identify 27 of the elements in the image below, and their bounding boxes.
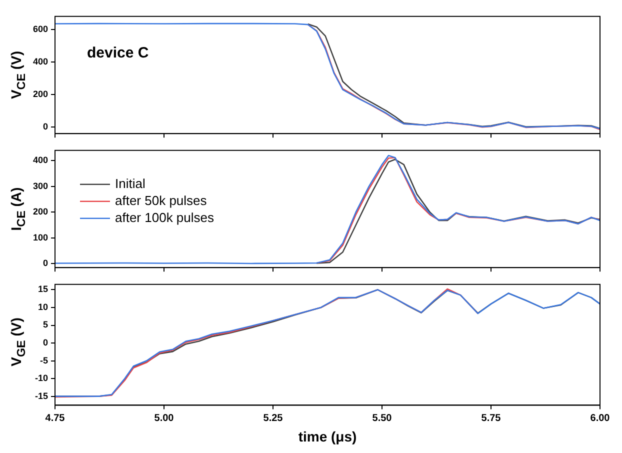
- y-tick-label: 600: [32, 24, 48, 34]
- y-tick-label: 15: [38, 284, 48, 294]
- y-tick-label: 400: [32, 155, 48, 166]
- y-tick-label: 100: [32, 232, 48, 242]
- y-tick-label: 5: [42, 320, 48, 330]
- y-tick-label: 0: [42, 122, 48, 132]
- legend-label: after 100k pulses: [115, 210, 215, 225]
- y-tick-label: 10: [38, 302, 48, 312]
- legend-label: Initial: [115, 176, 146, 191]
- y-tick-label: 200: [32, 206, 48, 217]
- x-tick-label: 5.75: [481, 412, 502, 424]
- annotation: device C: [87, 44, 149, 62]
- y-tick-label: 200: [32, 89, 48, 100]
- x-tick-label: 5.50: [372, 412, 392, 424]
- y-tick-label: 0: [42, 338, 48, 348]
- x-tick-label: 6.00: [590, 412, 610, 424]
- y-tick-label: -15: [34, 390, 48, 401]
- x-tick-label: 4.75: [45, 412, 66, 424]
- y-tick-label: 300: [32, 180, 48, 191]
- y-tick-label: 0: [42, 258, 48, 268]
- y-tick-label: -10: [34, 373, 48, 384]
- x-tick-label: 5.00: [154, 412, 174, 424]
- y-tick-label: 400: [32, 56, 48, 66]
- x-tick-label: 5.25: [263, 412, 284, 424]
- x-axis-title: time (μs): [298, 428, 357, 444]
- y-tick-label: -5: [40, 355, 48, 366]
- legend-label: after 50k pulses: [115, 192, 208, 208]
